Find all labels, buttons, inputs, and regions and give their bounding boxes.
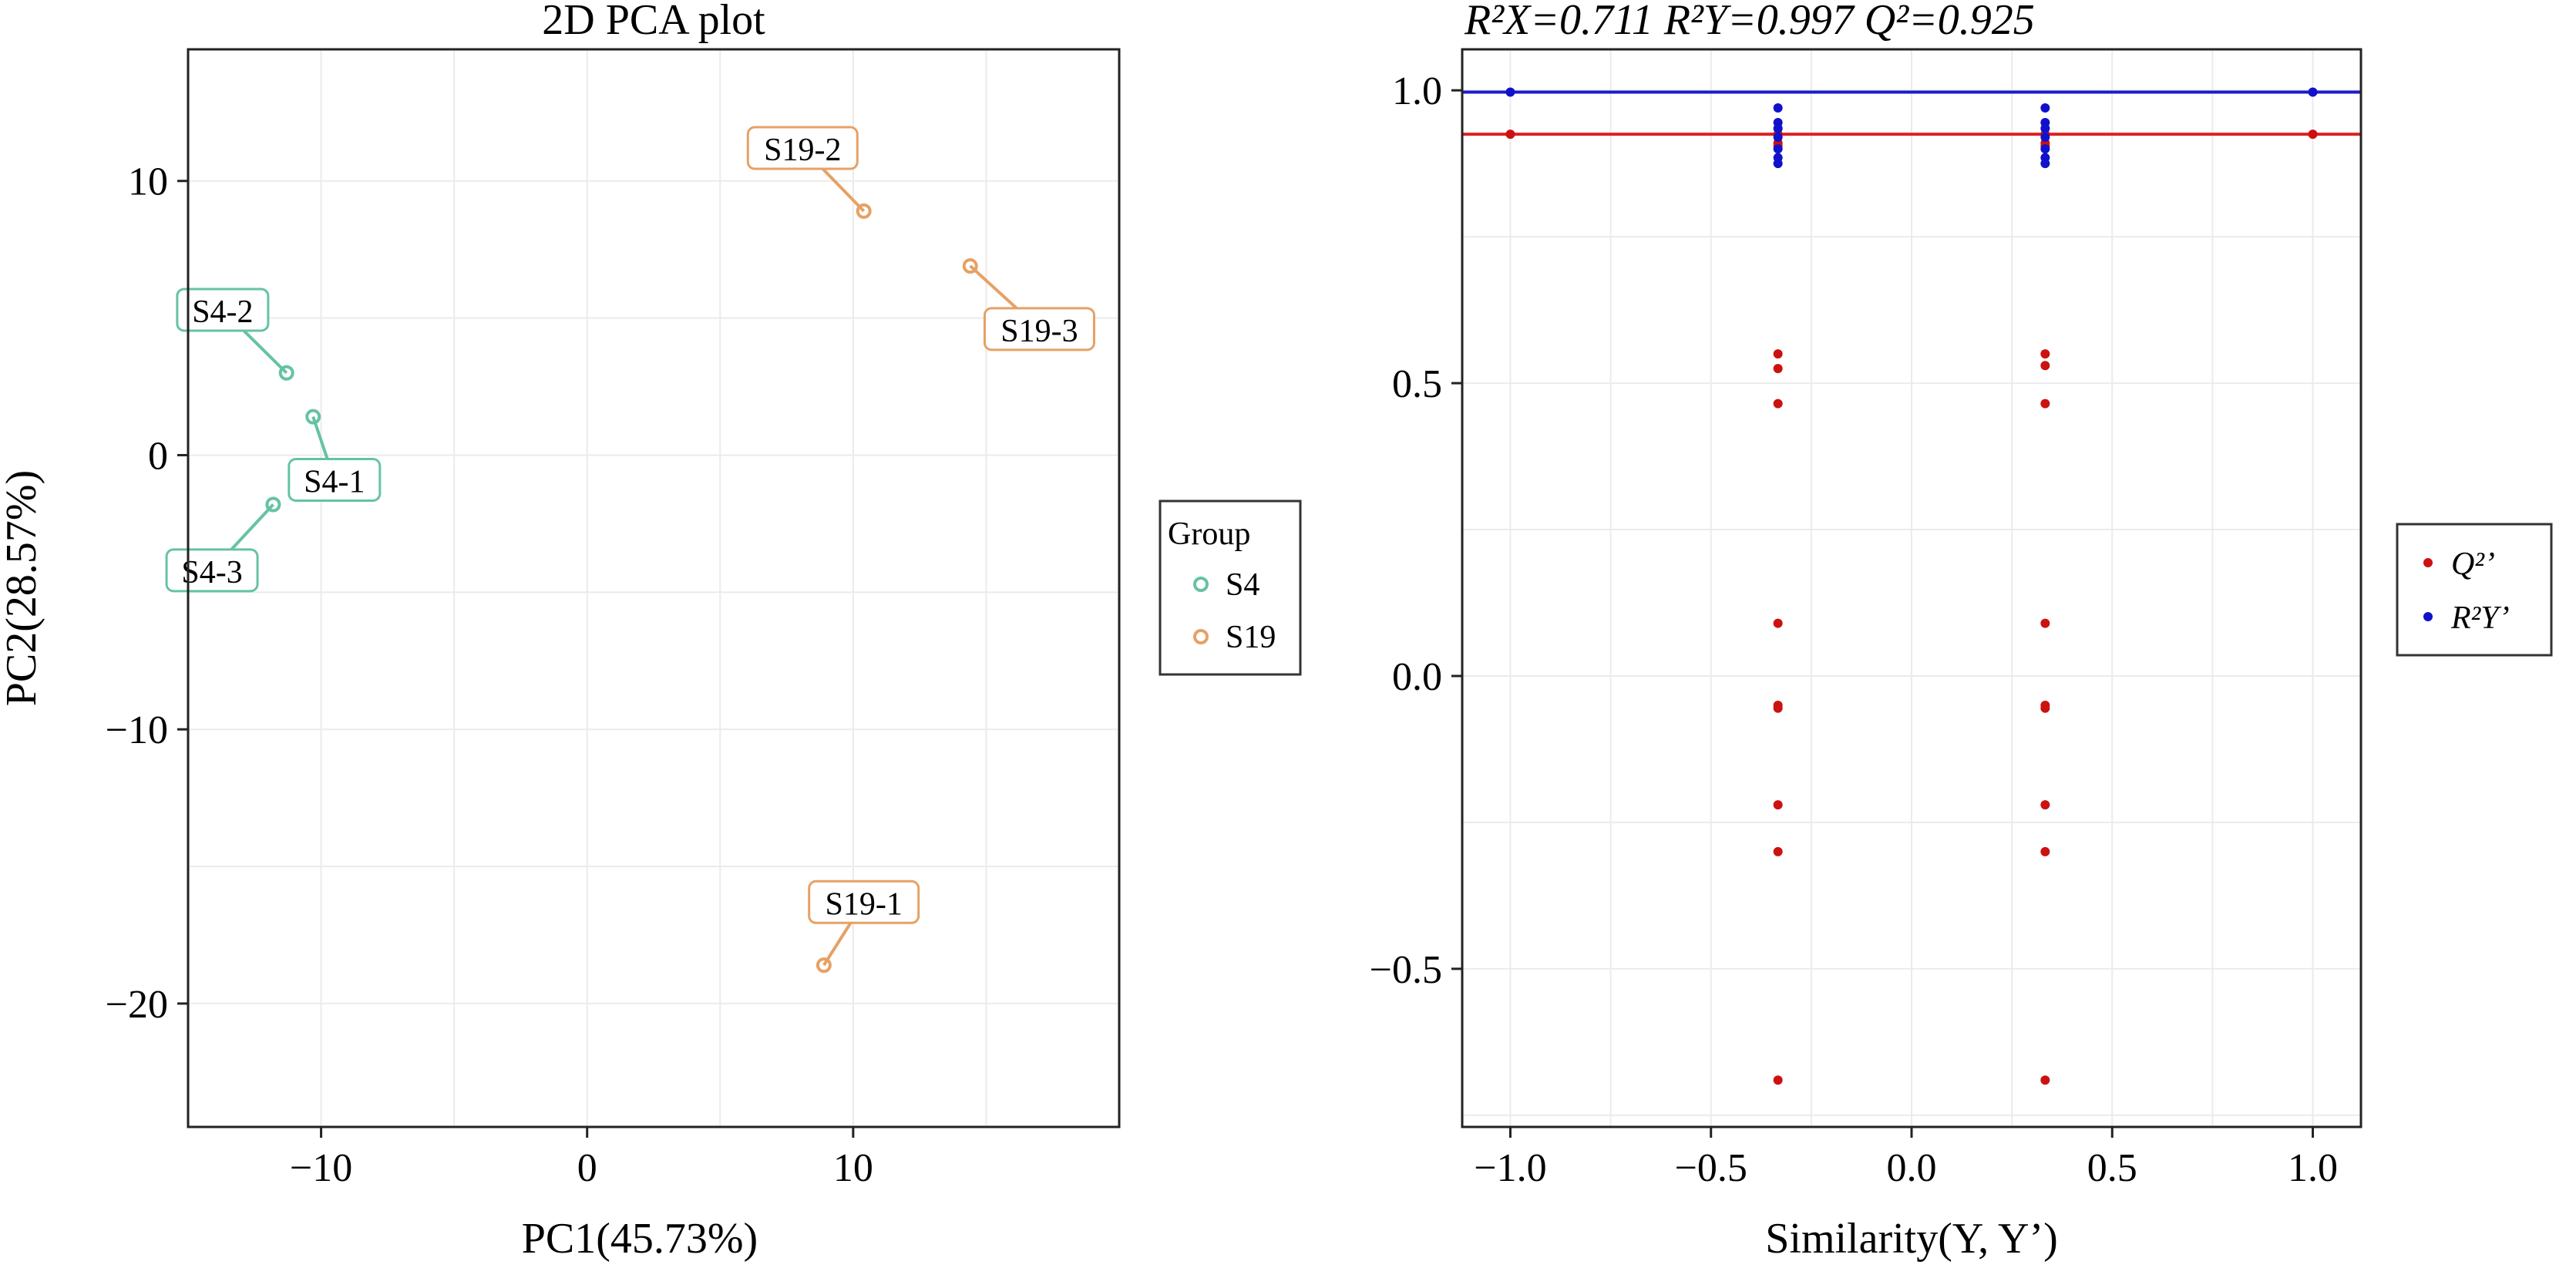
pca-point-label: S19-2	[764, 133, 841, 168]
perm-point	[2040, 144, 2050, 154]
pca-x-tick-label: −10	[290, 1146, 352, 1190]
perm-legend-q2-marker	[2423, 558, 2433, 567]
pca-y-tick-label: 10	[128, 160, 168, 204]
perm-point	[1773, 349, 1783, 359]
pca-y-tick-label: −20	[106, 983, 168, 1027]
pca-title: 2D PCA plot	[542, 0, 765, 44]
pca-point	[962, 258, 978, 274]
perm-point	[2040, 103, 2050, 113]
pca-point	[265, 496, 281, 513]
pca-plot-frame	[187, 48, 1121, 1128]
perm-point	[2040, 159, 2050, 169]
perm-point	[2040, 618, 2050, 628]
pca-legend-box	[1159, 499, 1302, 676]
pca-x-axis-title: PC1(45.73%)	[522, 1215, 758, 1263]
pca-chart: 2D PCA plot S4-1S4-2S4-3S19-1S19-2S19-3 …	[0, 0, 1302, 1263]
perm-point	[2040, 703, 2050, 713]
pca-x-tick-label: 0	[577, 1146, 597, 1190]
perm-point	[1773, 1075, 1783, 1085]
perm-legend-r2y-marker	[2423, 612, 2433, 621]
perm-title: R²X=0.711 R²Y=0.997 Q²=0.925	[1464, 0, 2035, 44]
perm-point	[2040, 132, 2050, 142]
perm-point	[2040, 123, 2050, 133]
perm-x-tick-label: 0.0	[1887, 1146, 1937, 1190]
perm-x-axis-title: Similarity(Y, Y’)	[1765, 1215, 2058, 1263]
perm-legend-q2-label: Q²’	[2451, 547, 2495, 582]
perm-point	[2040, 1075, 2050, 1085]
perm-point	[2040, 800, 2050, 810]
pca-point-label-box	[983, 307, 1095, 351]
perm-point	[2040, 349, 2050, 359]
pca-point-label-box	[746, 126, 859, 170]
pca-legend-s4-marker	[1193, 577, 1209, 592]
perm-point	[1773, 132, 1783, 142]
permutation-chart: R²X=0.711 R²Y=0.997 Q²=0.925 −1.0 −0.5 0.0…	[1370, 0, 2553, 1263]
pca-legend-s19-label: S19	[1226, 620, 1276, 655]
pca-point-label: S4-2	[192, 294, 253, 330]
perm-point	[1773, 703, 1783, 713]
perm-x-tick-label: 0.5	[2087, 1146, 2137, 1190]
perm-point	[1773, 846, 1783, 856]
perm-y-tick-label: 1.0	[1392, 69, 1442, 113]
perm-x-tick-label: −1.0	[1474, 1146, 1546, 1190]
pca-point-label: S19-3	[1000, 314, 1078, 349]
perm-x-tick-label: −0.5	[1675, 1146, 1747, 1190]
perm-point	[2040, 846, 2050, 856]
perm-point	[2308, 87, 2318, 97]
perm-y-tick-label: 0.0	[1392, 655, 1442, 699]
perm-legend: Q²’ R²Y’	[2396, 523, 2553, 657]
perm-point	[1505, 129, 1515, 140]
pca-legend: Group S4 S19	[1159, 499, 1302, 676]
perm-point	[2040, 399, 2050, 409]
pca-point-label: S4-1	[304, 464, 365, 499]
pca-point-label: S4-3	[181, 555, 242, 590]
pca-point	[278, 365, 294, 381]
pca-legend-s19-marker	[1193, 629, 1209, 644]
pca-point-label-box	[176, 288, 270, 332]
perm-point	[1773, 364, 1783, 374]
perm-point	[1773, 618, 1783, 628]
pca-y-tick-label: −10	[106, 708, 168, 752]
perm-legend-box	[2396, 523, 2553, 657]
perm-point	[1773, 159, 1783, 169]
perm-point	[1773, 399, 1783, 409]
pca-point	[305, 409, 321, 425]
perm-point	[1773, 800, 1783, 810]
pca-y-axis-title: PC2(28.57%)	[0, 470, 45, 706]
perm-point	[1773, 144, 1783, 154]
perm-y-tick-label: −0.5	[1370, 948, 1442, 992]
perm-point	[1773, 103, 1783, 113]
pca-point	[856, 203, 872, 219]
pca-x-tick-label: 10	[833, 1146, 873, 1190]
perm-point	[1773, 123, 1783, 133]
pca-legend-title: Group	[1168, 516, 1250, 552]
pca-y-tick-label: 0	[148, 434, 168, 478]
pca-point-label-box	[808, 880, 920, 924]
perm-point	[2308, 129, 2318, 140]
perm-x-tick-label: 1.0	[2288, 1146, 2338, 1190]
perm-point	[2040, 361, 2050, 371]
perm-y-tick-label: 0.5	[1392, 362, 1442, 406]
pca-legend-s4-label: S4	[1226, 567, 1259, 603]
pca-point-label-box	[288, 457, 382, 502]
pca-point-label: S19-1	[825, 886, 902, 922]
perm-legend-r2y-label: R²Y’	[2450, 600, 2510, 636]
pca-point	[816, 957, 832, 974]
perm-point	[1505, 87, 1515, 97]
pca-point-label-box	[165, 548, 259, 593]
